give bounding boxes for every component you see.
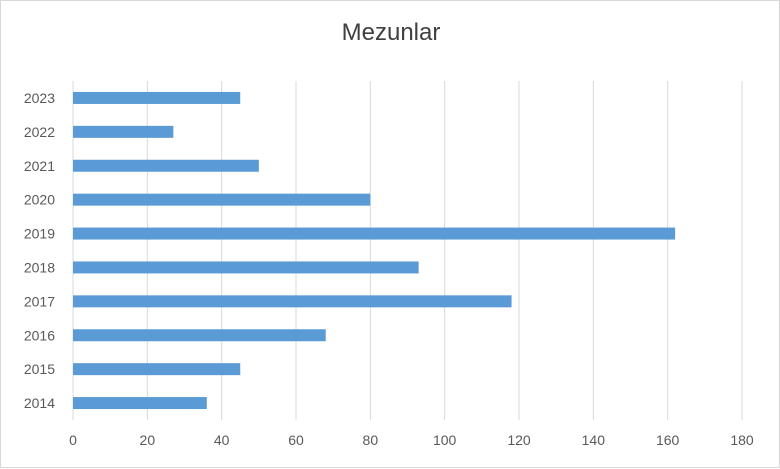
bar-2018 (73, 261, 419, 274)
category-label-2020: 2020 (24, 192, 55, 208)
x-tick-label: 60 (288, 432, 304, 448)
category-labels: 2014 2015 2016 2017 2018 2019 2020 2021 2022 2023 (24, 90, 55, 411)
x-tick-labels: 0 20 40 60 80 100 120 140 160 180 (69, 432, 754, 448)
category-label-2022: 2022 (24, 124, 55, 140)
x-tick-label: 80 (363, 432, 379, 448)
bar-2020 (73, 193, 371, 206)
x-tick-label: 40 (214, 432, 230, 448)
category-label-2015: 2015 (24, 361, 55, 377)
bar-2019 (73, 227, 676, 240)
category-label-2017: 2017 (24, 293, 55, 309)
bar-2015 (73, 363, 241, 376)
x-tick-label: 100 (433, 432, 457, 448)
grid-lines (72, 81, 743, 420)
bar-2022 (73, 125, 174, 138)
bars (73, 91, 676, 410)
category-label-2023: 2023 (24, 90, 55, 106)
x-tick-label: 120 (507, 432, 531, 448)
bar-2017 (73, 295, 512, 308)
category-label-2019: 2019 (24, 226, 55, 242)
bar-2021 (73, 159, 259, 172)
category-label-2018: 2018 (24, 259, 55, 275)
x-tick-label: 160 (656, 432, 680, 448)
bar-2014 (73, 397, 207, 410)
x-tick-label: 180 (730, 432, 754, 448)
bar-2023 (73, 91, 241, 104)
x-tick-label: 140 (582, 432, 606, 448)
category-label-2016: 2016 (24, 327, 55, 343)
bar-2016 (73, 329, 326, 342)
chart-title: Mezunlar (341, 19, 441, 46)
x-tick-label: 0 (69, 432, 77, 448)
category-label-2021: 2021 (24, 158, 55, 174)
x-tick-label: 20 (140, 432, 156, 448)
category-label-2014: 2014 (24, 395, 55, 411)
